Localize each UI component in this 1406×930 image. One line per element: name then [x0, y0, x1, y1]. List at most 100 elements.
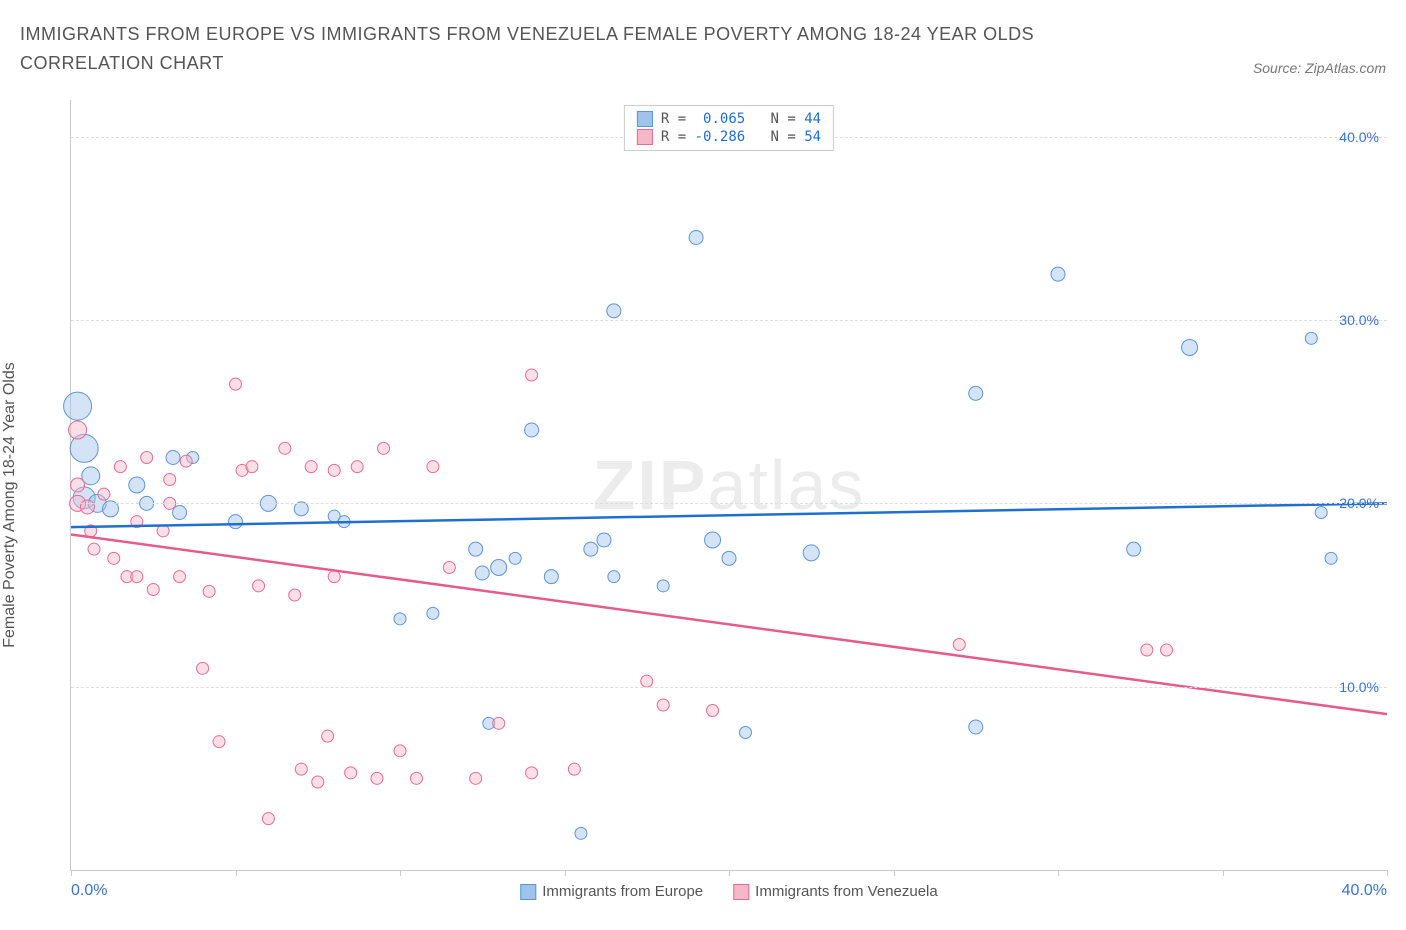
x-axis-max-label: 40.0%: [1342, 882, 1387, 900]
x-tick-mark: [894, 870, 895, 876]
data-point: [1127, 542, 1141, 556]
data-point: [470, 772, 482, 784]
data-point: [328, 571, 340, 583]
data-point: [689, 231, 703, 245]
y-tick-label: 20.0%: [1339, 495, 1379, 511]
data-point: [394, 745, 406, 757]
data-point: [147, 584, 159, 596]
data-point: [803, 545, 819, 561]
data-point: [371, 772, 383, 784]
data-point: [575, 827, 587, 839]
series-legend-item: Immigrants from Europe: [520, 883, 703, 900]
correlation-legend-row: R = 0.065 N = 44: [637, 110, 821, 128]
data-point: [114, 461, 126, 473]
data-point: [180, 455, 192, 467]
correlation-legend-text: R = -0.286 N = 54: [661, 129, 821, 145]
series-legend-label: Immigrants from Europe: [542, 883, 703, 900]
data-point: [410, 772, 422, 784]
data-point: [322, 730, 334, 742]
data-point: [608, 571, 620, 583]
data-point: [164, 474, 176, 486]
data-point: [1051, 267, 1065, 281]
data-point: [328, 464, 340, 476]
data-point: [493, 717, 505, 729]
grid-line: [71, 503, 1387, 504]
data-point: [213, 736, 225, 748]
legend-swatch: [637, 111, 653, 127]
data-point: [378, 442, 390, 454]
data-point: [174, 571, 186, 583]
legend-swatch: [637, 129, 653, 145]
correlation-legend-text: R = 0.065 N = 44: [661, 111, 821, 127]
legend-swatch: [733, 884, 749, 900]
data-point: [953, 639, 965, 651]
data-point: [526, 369, 538, 381]
legend-swatch: [520, 884, 536, 900]
x-tick-mark: [729, 870, 730, 876]
data-point: [305, 461, 317, 473]
data-point: [969, 386, 983, 400]
data-point: [394, 613, 406, 625]
data-point: [1161, 644, 1173, 656]
plot-area: ZIPatlas R = 0.065 N = 44R = -0.286 N = …: [70, 100, 1387, 871]
x-tick-mark: [1387, 870, 1388, 876]
data-point: [197, 662, 209, 674]
data-point: [597, 533, 611, 547]
data-point: [707, 705, 719, 717]
data-point: [351, 461, 363, 473]
data-point: [584, 542, 598, 556]
data-point: [443, 562, 455, 574]
data-point: [427, 607, 439, 619]
data-point: [526, 767, 538, 779]
x-tick-mark: [565, 870, 566, 876]
data-point: [657, 699, 669, 711]
data-point: [469, 542, 483, 556]
correlation-legend: R = 0.065 N = 44 R = -0.286 N = 54: [624, 105, 834, 151]
data-point: [722, 551, 736, 565]
data-point: [230, 378, 242, 390]
chart-title: IMMIGRANTS FROM EUROPE VS IMMIGRANTS FRO…: [20, 20, 1120, 78]
data-point: [607, 304, 621, 318]
grid-line: [71, 320, 1387, 321]
data-point: [544, 570, 558, 584]
data-point: [262, 813, 274, 825]
data-point: [657, 580, 669, 592]
data-point: [108, 552, 120, 564]
data-point: [131, 571, 143, 583]
data-point: [1305, 332, 1317, 344]
data-point: [166, 451, 180, 465]
source-attribution: Source: ZipAtlas.com: [1253, 60, 1386, 76]
data-point: [1315, 507, 1327, 519]
data-point: [289, 589, 301, 601]
data-point: [641, 675, 653, 687]
data-point: [71, 478, 85, 492]
y-axis-label: Female Poverty Among 18-24 Year Olds: [1, 362, 19, 648]
x-tick-mark: [1223, 870, 1224, 876]
data-point: [1182, 340, 1198, 356]
data-point: [1141, 644, 1153, 656]
data-point: [525, 423, 539, 437]
y-tick-label: 40.0%: [1339, 129, 1379, 145]
x-tick-mark: [236, 870, 237, 876]
data-point: [88, 543, 100, 555]
data-point: [69, 421, 87, 439]
data-point: [229, 515, 243, 529]
x-tick-mark: [400, 870, 401, 876]
data-point: [203, 585, 215, 597]
data-point: [705, 532, 721, 548]
data-point: [141, 452, 153, 464]
grid-line: [71, 687, 1387, 688]
data-point: [509, 552, 521, 564]
data-point: [475, 566, 489, 580]
data-point: [969, 720, 983, 734]
y-tick-label: 10.0%: [1339, 679, 1379, 695]
scatter-plot-svg: [71, 100, 1387, 870]
data-point: [246, 461, 258, 473]
data-point: [173, 506, 187, 520]
x-tick-mark: [71, 870, 72, 876]
series-legend: Immigrants from EuropeImmigrants from Ve…: [520, 883, 937, 900]
data-point: [739, 727, 751, 739]
data-point: [568, 763, 580, 775]
y-tick-label: 30.0%: [1339, 312, 1379, 328]
data-point: [64, 392, 92, 420]
